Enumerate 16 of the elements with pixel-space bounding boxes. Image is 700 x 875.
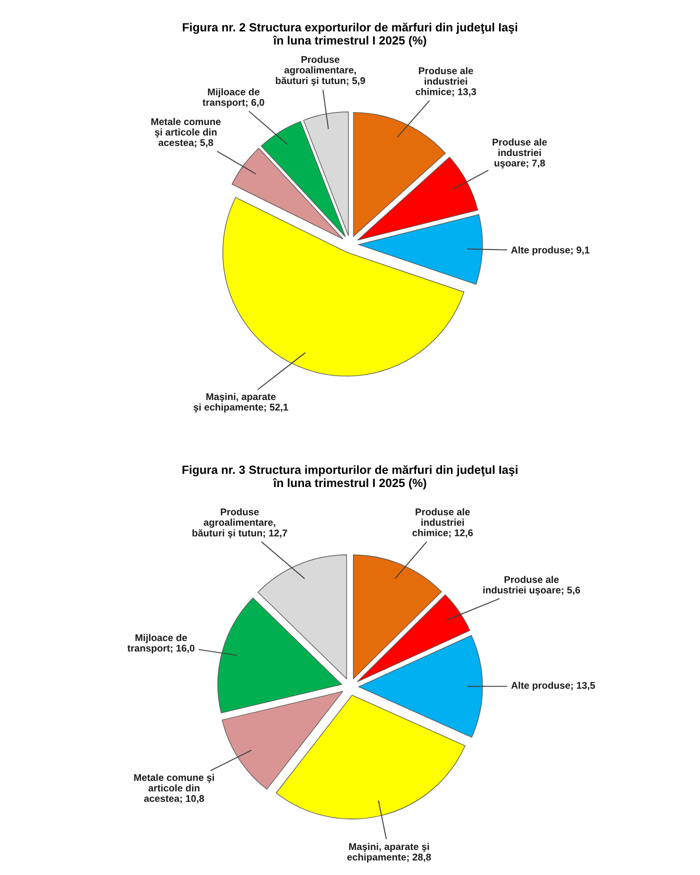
slice-label: Produse ale industriei uşoare; 7,8 xyxy=(492,138,547,168)
slice-label: Mijloace de transport; 16,0 xyxy=(127,634,194,654)
slice-label: Metale comune şi articole din acestea; 5,8 xyxy=(151,118,221,148)
slice-label: Produse ale industriei chimice; 13,3 xyxy=(416,67,476,97)
slice-label: Produse agroalimentare, băuturi şi tutun; 12,7 xyxy=(192,508,288,538)
slice-label: Produse agroalimentare, băuturi şi tutun; 5,9 xyxy=(276,56,366,86)
slice-label: Maşini, aparate şi echipamente; 52,1 xyxy=(194,392,288,413)
slice-label: Produse ale industriei uşoare; 5,6 xyxy=(483,576,580,596)
slice-label: Produse ale industriei chimice; 12,6 xyxy=(412,508,473,538)
slice-label: Alte produse; 9,1 xyxy=(511,246,590,256)
chart-title: Figura nr. 2 Structura exporturilor de mărfuri din judeţul Iaşi în luna trimestrul I 2025 (%) xyxy=(182,22,518,47)
slice-label: Alte produse; 13,5 xyxy=(511,682,596,691)
slice-label: Metale comune şi articole din acestea; 10,8 xyxy=(134,774,214,804)
chart-title: Figura nr. 3 Structura importurilor de mărfuri din judeţul Iaşi în luna trimestrul I 2025 (%) xyxy=(182,465,518,490)
slice-label: Maşini, aparate şi echipamente; 28,8 xyxy=(347,842,431,862)
slice-label: Mijloace de transport; 6,0 xyxy=(202,88,264,108)
